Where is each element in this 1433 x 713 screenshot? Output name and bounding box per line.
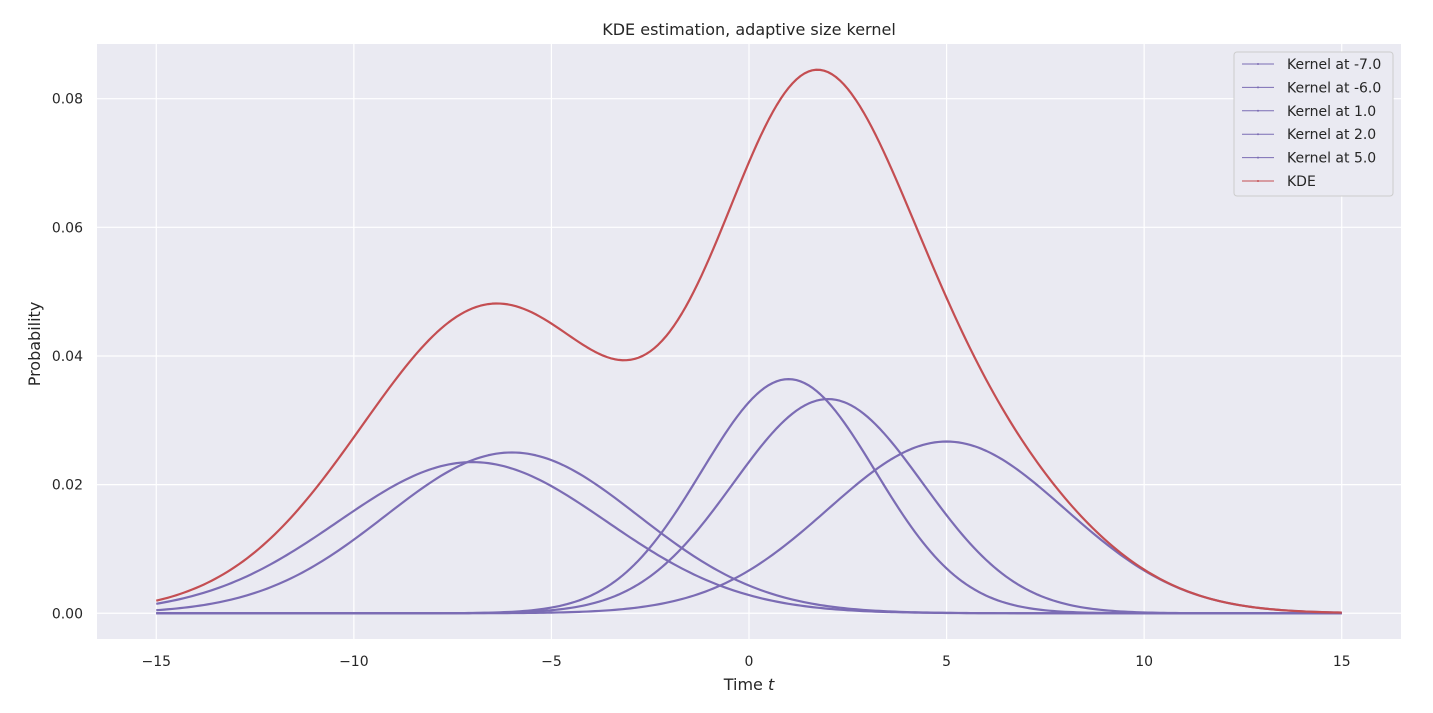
legend-marker-kernel-at-5-0 [1257,156,1259,159]
legend-label-kernel-at-7-0: Kernel at -7.0 [1287,57,1381,73]
y-tick-label: 0.08 [52,92,83,108]
chart-title: KDE estimation, adaptive size kernel [602,20,896,39]
x-tick-label: −15 [141,654,171,670]
y-tick-label: 0.06 [52,220,83,236]
x-tick-label: −5 [541,654,562,670]
y-tick-label: 0.02 [52,478,83,494]
series-line-kde [156,68,1342,614]
y-tick-label: 0.00 [52,606,83,622]
legend: Kernel at -7.0 Kernel at -6.0 Kernel at 1.… [1233,51,1394,197]
x-tick-label: 10 [1135,654,1153,670]
legend-marker-kde [1257,180,1259,182]
x-tick-labels: −15 −10 −5 0 5 10 15 [141,654,1350,670]
y-axis-title: Probability [25,302,44,387]
legend-marker-kernel-at-2-0 [1257,133,1259,136]
legend-label-kernel-at-6-0: Kernel at -6.0 [1287,80,1381,96]
legend-marker-kernel-at-7-0 [1257,63,1259,65]
legend-label-kernel-at-5-0: Kernel at 5.0 [1287,151,1376,167]
y-tick-labels: 0.00 0.02 0.04 0.06 0.08 [52,92,83,623]
x-tick-label: 5 [942,654,951,670]
x-tick-label: −10 [339,654,369,670]
series-lines [156,68,1342,615]
legend-label-kernel-at-2-0: Kernel at 2.0 [1287,127,1376,143]
x-tick-label: 0 [745,654,754,670]
legend-marker-kernel-at-6-0 [1257,86,1259,89]
legend-label-kernel-at-1-0: Kernel at 1.0 [1287,104,1376,120]
x-axis-title-text: Time [723,675,763,694]
y-tick-label: 0.04 [52,349,83,365]
legend-label-kde: KDE [1287,174,1316,190]
x-axis-variable: t [768,675,775,694]
x-axis-title: Time t [723,675,775,694]
legend-box [1233,51,1394,197]
legend-marker-kernel-at-1-0 [1257,109,1259,112]
x-tick-label: 15 [1333,654,1351,670]
